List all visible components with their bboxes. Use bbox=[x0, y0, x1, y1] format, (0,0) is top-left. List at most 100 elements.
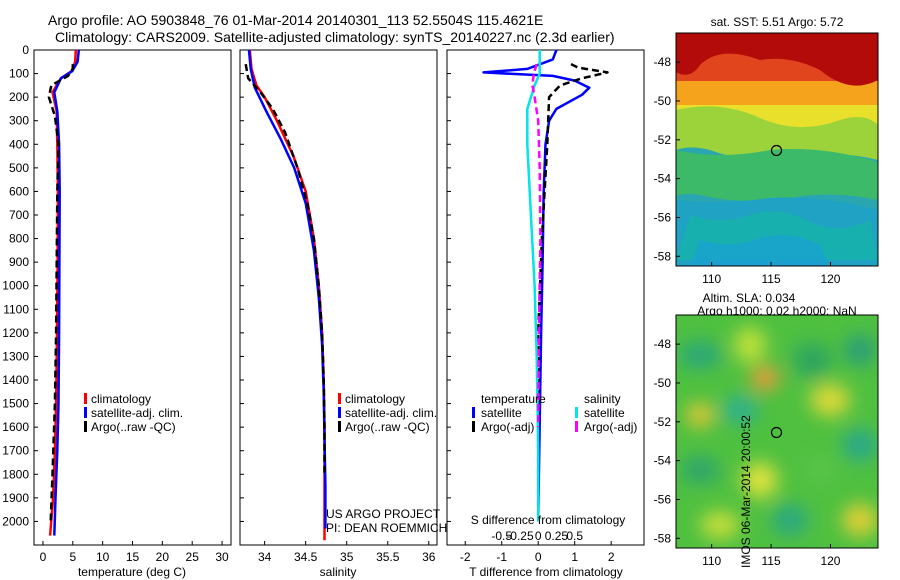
temperature-xlabel: temperature (deg C) bbox=[78, 565, 186, 579]
x-tick-label: 5 bbox=[69, 550, 76, 564]
depth-tick-label: 1500 bbox=[2, 397, 29, 411]
s-tick-label: 0.5 bbox=[566, 529, 583, 543]
x-ticks: 0 5 10 15 20 25 30 34 34.5 35 35.5 36 -2 -1 0 1 2 -0.5-0.… bbox=[40, 529, 615, 564]
depth-tick-label: 100 bbox=[9, 67, 29, 81]
legend-label-climatology: climatology bbox=[345, 392, 405, 406]
title-line-2: Climatology: CARS2009. Satellite-adjuste… bbox=[55, 29, 615, 45]
map-y-tick-label: -54 bbox=[654, 172, 672, 186]
x-tick-label: 35 bbox=[340, 550, 354, 564]
legend-swatch-satellite bbox=[338, 407, 341, 418]
map-x-tick-label: 120 bbox=[820, 272, 840, 286]
depth-tick-label: 300 bbox=[9, 114, 29, 128]
legend-swatch-s-satellite bbox=[575, 407, 578, 418]
legend-swatch-climatology bbox=[338, 393, 341, 404]
s-tick-label: 0.25 bbox=[545, 529, 569, 543]
legend-swatch-argo bbox=[338, 421, 341, 432]
sst-map-frame bbox=[675, 32, 879, 267]
map-y-tick-label: -56 bbox=[654, 492, 672, 506]
x-tick-label: -2 bbox=[460, 550, 471, 564]
sla-map-title-1: Altim. SLA: 0.034 bbox=[703, 291, 796, 305]
legend-label-argo: Argo(..raw -QC) bbox=[91, 420, 176, 434]
depth-tick-label: 800 bbox=[9, 232, 29, 246]
map-x-tick-label: 110 bbox=[702, 272, 721, 286]
legend-swatch-argo bbox=[84, 421, 87, 432]
depth-tick-label: 1700 bbox=[2, 444, 29, 458]
legend-swatch-t-satellite bbox=[472, 407, 475, 418]
depth-tick-label: 0 bbox=[22, 43, 29, 57]
depth-tick-label: 1300 bbox=[2, 349, 29, 363]
depth-axis: 0 100 200 300 400 500 600 700 800 900 1000 1100 1200… bbox=[2, 43, 451, 528]
legend-label-s-argo: Argo(-adj) bbox=[584, 420, 637, 434]
legend-label-satellite: satellite-adj. clim. bbox=[91, 406, 183, 420]
series-line-temperature-satellite-adj-clim- bbox=[53, 49, 81, 536]
series-line-salinity-argo-raw-qc- bbox=[244, 63, 326, 475]
legend-label-argo: Argo(..raw -QC) bbox=[345, 420, 430, 434]
legend-label-climatology: climatology bbox=[91, 392, 151, 406]
depth-tick-label: 1000 bbox=[2, 279, 29, 293]
series-line-salinity-satellite-adj-clim- bbox=[247, 49, 327, 529]
difference-panel-frame bbox=[446, 49, 645, 546]
x-tick-label: 15 bbox=[126, 550, 140, 564]
sst-heatmap bbox=[676, 33, 878, 266]
map-y-tick-label: -52 bbox=[654, 415, 672, 429]
legend-swatch-t-argo bbox=[472, 421, 475, 432]
credit-line-2: PI: DEAN ROEMMICH bbox=[326, 521, 447, 535]
x-tick-label: 1 bbox=[571, 550, 578, 564]
map-x-tick-label: 120 bbox=[820, 554, 840, 568]
s-tick-label: -0.5 bbox=[491, 529, 512, 543]
credit-line-1: US ARGO PROJECT bbox=[326, 507, 441, 521]
depth-tick-label: 1200 bbox=[2, 326, 29, 340]
map-y-tick-label: -48 bbox=[654, 55, 672, 69]
sla-argo-marker bbox=[770, 426, 783, 439]
map-y-tick-label: -58 bbox=[654, 249, 672, 263]
s-tick-label: 0 bbox=[535, 529, 542, 543]
depth-tick-label: 400 bbox=[9, 137, 29, 151]
x-tick-label: 30 bbox=[215, 550, 229, 564]
map-y-tick-label: -50 bbox=[654, 94, 672, 108]
temperature-legend: climatology satellite-adj. clim. Argo(..… bbox=[84, 392, 183, 434]
profile-lines bbox=[47, 49, 609, 541]
imos-stamp: IMOS 06-Mar-2014 20:00:52 bbox=[739, 415, 754, 568]
sla-map-frame bbox=[675, 314, 879, 549]
depth-tick-label: 2000 bbox=[2, 514, 29, 528]
map-y-tick-label: -48 bbox=[654, 337, 672, 351]
series-line-difference-salinity-satellite bbox=[526, 50, 541, 522]
series-line-salinity-climatology bbox=[248, 49, 326, 541]
x-tick-label: 0 bbox=[40, 550, 47, 564]
depth-tick-label: 1100 bbox=[3, 302, 29, 316]
x-tick-label: 36 bbox=[422, 550, 436, 564]
legend-title-salinity: salinity bbox=[584, 392, 621, 406]
sst-argo-marker bbox=[770, 144, 783, 157]
sla-heatmap bbox=[676, 315, 878, 548]
depth-tick-label: 1400 bbox=[2, 373, 29, 387]
depth-tick-label: 700 bbox=[9, 208, 29, 222]
x-tick-label: 20 bbox=[156, 550, 170, 564]
sla-map-axes: 110 115 120 -48 -50 -52 -54 -56 -58 bbox=[654, 337, 841, 568]
depth-tick-label: 1800 bbox=[2, 467, 29, 481]
depth-tick-label: 900 bbox=[9, 255, 29, 269]
series-line-temperature-argo-raw-qc- bbox=[47, 64, 75, 522]
map-x-tick-label: 110 bbox=[702, 554, 721, 568]
series-line-difference-temperature-satellite bbox=[482, 49, 591, 522]
salinity-panel-frame bbox=[239, 49, 438, 546]
title-line-1: Argo profile: AO 5903848_76 01-Mar-2014 … bbox=[48, 12, 544, 28]
x-tick-label: 35.5 bbox=[376, 550, 400, 564]
x-tick-label: -1 bbox=[496, 550, 507, 564]
map-x-tick-label: 115 bbox=[761, 272, 780, 286]
map-y-tick-label: -52 bbox=[654, 133, 672, 147]
x-tick-label: 34 bbox=[258, 550, 272, 564]
map-x-tick-label: 115 bbox=[761, 554, 780, 568]
legend-swatch-s-argo bbox=[575, 421, 578, 432]
s-tick-label: -0.25 bbox=[506, 529, 534, 543]
legend-title-temperature: temperature bbox=[481, 392, 546, 406]
depth-tick-label: 1900 bbox=[2, 491, 29, 505]
x-tick-label: 10 bbox=[96, 550, 110, 564]
map-y-tick-label: -50 bbox=[654, 376, 672, 390]
difference-legend: temperature salinity satellite Argo(-adj… bbox=[472, 392, 637, 434]
salinity-xlabel: salinity bbox=[320, 565, 357, 579]
depth-tick-label: 600 bbox=[9, 184, 29, 198]
legend-swatch-satellite bbox=[84, 407, 87, 418]
difference-xlabel: T difference from climatology bbox=[469, 565, 623, 579]
s-difference-label: S difference from climatology bbox=[471, 513, 626, 527]
